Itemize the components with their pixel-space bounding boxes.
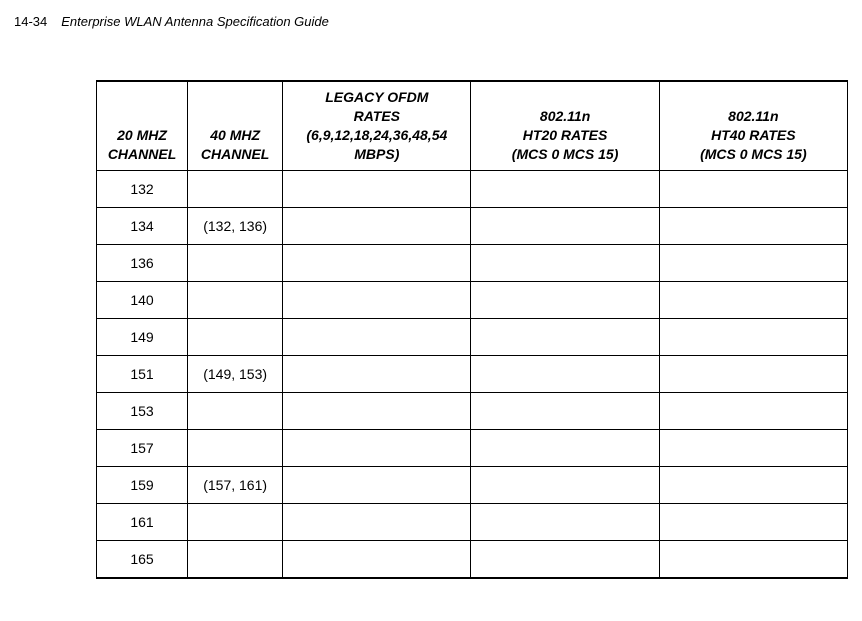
col-header-20mhz: 20 MHZ CHANNEL — [97, 81, 188, 170]
hdr-text: 802.11n — [728, 108, 778, 124]
cell-ht20 — [471, 429, 659, 466]
cell-legacy — [283, 170, 471, 207]
cell-40mhz — [188, 429, 283, 466]
cell-legacy — [283, 281, 471, 318]
cell-ht40 — [659, 540, 847, 578]
cell-20mhz: 153 — [97, 392, 188, 429]
cell-ht40 — [659, 466, 847, 503]
doc-title: Enterprise WLAN Antenna Specification Gu… — [61, 14, 329, 29]
cell-20mhz: 134 — [97, 207, 188, 244]
cell-ht20 — [471, 318, 659, 355]
spec-table: 20 MHZ CHANNEL 40 MHZ CHANNEL LEGACY OFD… — [96, 80, 848, 579]
table-header-row: 20 MHZ CHANNEL 40 MHZ CHANNEL LEGACY OFD… — [97, 81, 848, 170]
cell-legacy — [283, 466, 471, 503]
cell-40mhz — [188, 540, 283, 578]
cell-40mhz: (157, 161) — [188, 466, 283, 503]
page: 14-34 Enterprise WLAN Antenna Specificati… — [0, 0, 862, 621]
cell-legacy — [283, 244, 471, 281]
hdr-text: RATES — [354, 108, 400, 124]
cell-20mhz: 140 — [97, 281, 188, 318]
cell-ht40 — [659, 392, 847, 429]
cell-ht40 — [659, 429, 847, 466]
cell-40mhz — [188, 170, 283, 207]
table-row: 140 — [97, 281, 848, 318]
table-row: 134 (132, 136) — [97, 207, 848, 244]
table-body: 132 134 (132, 136) 136 — [97, 170, 848, 578]
cell-ht20 — [471, 392, 659, 429]
spec-table-wrap: 20 MHZ CHANNEL 40 MHZ CHANNEL LEGACY OFD… — [96, 80, 848, 579]
cell-20mhz: 132 — [97, 170, 188, 207]
cell-ht40 — [659, 244, 847, 281]
cell-ht20 — [471, 466, 659, 503]
cell-legacy — [283, 355, 471, 392]
cell-ht20 — [471, 281, 659, 318]
col-header-40mhz: 40 MHZ CHANNEL — [188, 81, 283, 170]
cell-40mhz — [188, 281, 283, 318]
cell-40mhz: (149, 153) — [188, 355, 283, 392]
cell-ht40 — [659, 207, 847, 244]
hdr-text: CHANNEL — [201, 146, 269, 162]
cell-legacy — [283, 318, 471, 355]
cell-ht20 — [471, 170, 659, 207]
table-row: 159 (157, 161) — [97, 466, 848, 503]
table-row: 151 (149, 153) — [97, 355, 848, 392]
cell-ht20 — [471, 244, 659, 281]
table-row: 165 — [97, 540, 848, 578]
cell-ht40 — [659, 281, 847, 318]
cell-40mhz — [188, 392, 283, 429]
hdr-text: 40 MHZ — [210, 127, 260, 143]
cell-legacy — [283, 207, 471, 244]
cell-legacy — [283, 503, 471, 540]
hdr-text: LEGACY OFDM — [325, 89, 428, 105]
table-row: 153 — [97, 392, 848, 429]
cell-40mhz — [188, 244, 283, 281]
cell-40mhz: (132, 136) — [188, 207, 283, 244]
hdr-text: (MCS 0 MCS 15) — [512, 146, 619, 162]
page-number: 14-34 — [14, 14, 47, 29]
hdr-text: HT20 RATES — [523, 127, 608, 143]
col-header-ht20: 802.11n HT20 RATES (MCS 0 MCS 15) — [471, 81, 659, 170]
cell-ht20 — [471, 207, 659, 244]
hdr-text: 20 MHZ — [117, 127, 167, 143]
cell-40mhz — [188, 318, 283, 355]
cell-20mhz: 159 — [97, 466, 188, 503]
cell-ht20 — [471, 540, 659, 578]
cell-legacy — [283, 392, 471, 429]
table-row: 132 — [97, 170, 848, 207]
col-header-legacy-ofdm: LEGACY OFDM RATES (6,9,12,18,24,36,48,54… — [283, 81, 471, 170]
table-row: 161 — [97, 503, 848, 540]
col-header-ht40: 802.11n HT40 RATES (MCS 0 MCS 15) — [659, 81, 847, 170]
cell-20mhz: 149 — [97, 318, 188, 355]
hdr-text: CHANNEL — [108, 146, 176, 162]
hdr-text: (MCS 0 MCS 15) — [700, 146, 807, 162]
table-row: 149 — [97, 318, 848, 355]
hdr-text: HT40 RATES — [711, 127, 796, 143]
cell-20mhz: 157 — [97, 429, 188, 466]
cell-20mhz: 161 — [97, 503, 188, 540]
cell-ht20 — [471, 355, 659, 392]
cell-40mhz — [188, 503, 283, 540]
cell-20mhz: 136 — [97, 244, 188, 281]
table-row: 157 — [97, 429, 848, 466]
cell-20mhz: 165 — [97, 540, 188, 578]
cell-20mhz: 151 — [97, 355, 188, 392]
cell-legacy — [283, 540, 471, 578]
cell-legacy — [283, 429, 471, 466]
cell-ht40 — [659, 355, 847, 392]
hdr-text: 802.11n — [540, 108, 590, 124]
hdr-text: MBPS) — [354, 146, 399, 162]
cell-ht40 — [659, 503, 847, 540]
cell-ht40 — [659, 170, 847, 207]
table-row: 136 — [97, 244, 848, 281]
hdr-text: (6,9,12,18,24,36,48,54 — [306, 127, 447, 143]
running-header: 14-34 Enterprise WLAN Antenna Specificati… — [14, 14, 329, 29]
cell-ht20 — [471, 503, 659, 540]
cell-ht40 — [659, 318, 847, 355]
